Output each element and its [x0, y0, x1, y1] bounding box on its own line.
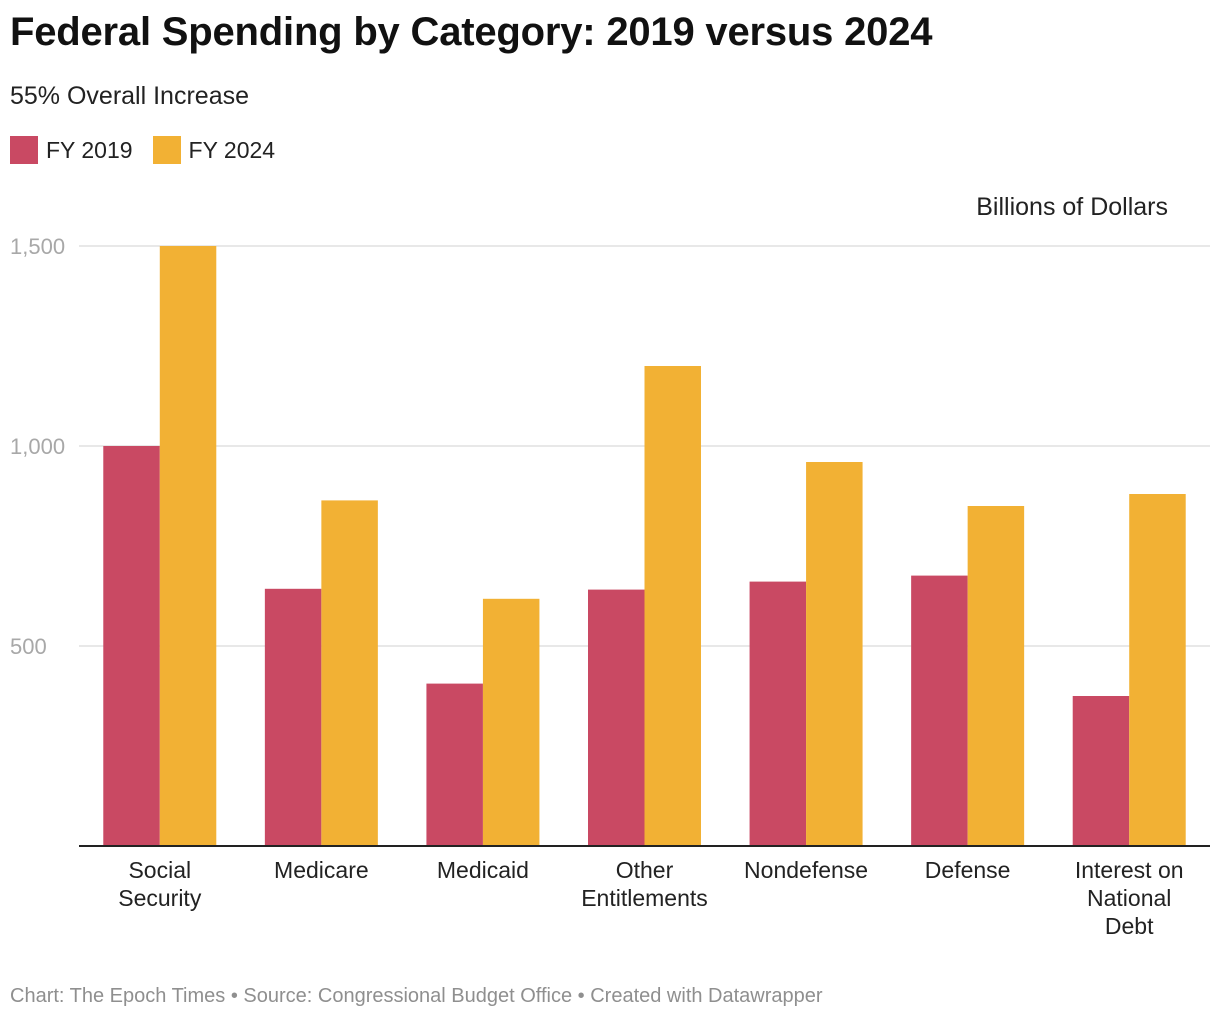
- x-category-label: Social Security: [118, 857, 202, 911]
- x-category-label-line: Medicare: [274, 857, 369, 883]
- x-category-label-line: Interest on: [1075, 857, 1184, 883]
- bar-fy-2019-1: [264, 588, 322, 846]
- bar-fy-2019-0: [103, 446, 160, 846]
- x-category-label: Other Entitlements: [581, 857, 708, 911]
- legend-label-fy2024: FY 2024: [188, 136, 276, 163]
- x-category-label-line: Security: [118, 885, 202, 911]
- x-category-label-line: Nondefense: [744, 857, 868, 883]
- bar-fy-2019-5: [911, 575, 968, 846]
- bar-fy-2024-0: [159, 246, 217, 846]
- bar-fy-2024-4: [806, 462, 863, 846]
- x-category-label: Defense: [925, 857, 1011, 883]
- chart-credit: Chart: The Epoch Times • Source: Congres…: [10, 985, 823, 1007]
- x-category-label-line: Debt: [1105, 913, 1154, 939]
- bar-fy-2024-3: [644, 366, 701, 846]
- x-category-label-line: Social: [128, 857, 191, 883]
- bar-fy-2024-5: [967, 506, 1025, 846]
- x-category-label: Interest on National Debt: [1075, 857, 1184, 939]
- x-category-label: Nondefense: [744, 857, 868, 883]
- bar-fy-2024-2: [482, 598, 540, 846]
- chart-subtitle: 55% Overall Increase: [10, 82, 250, 110]
- chart-title: Federal Spending by Category: 2019 versu…: [10, 10, 933, 54]
- bar-fy-2019-2: [426, 683, 483, 846]
- legend-swatch-fy2024: [152, 136, 181, 164]
- x-category-label-line: National: [1087, 885, 1171, 911]
- y-tick-label: 1,500: [10, 234, 65, 259]
- legend-item-fy2019: FY 2019: [10, 136, 133, 164]
- x-category-label: Medicare: [274, 857, 369, 883]
- x-category-label-line: Entitlements: [581, 885, 708, 911]
- bar-fy-2024-6: [1129, 494, 1186, 846]
- y-tick-label: 1,000: [10, 434, 65, 459]
- unit-label: Billions of Dollars: [976, 193, 1168, 221]
- bar-fy-2019-6: [1072, 696, 1130, 846]
- x-category-label: Medicaid: [437, 857, 529, 883]
- legend-label-fy2019: FY 2019: [46, 136, 133, 163]
- legend: FY 2019 FY 2024: [10, 136, 275, 164]
- y-tick-label: 500: [10, 634, 47, 659]
- bar-fy-2019-3: [588, 589, 645, 846]
- bar-fy-2019-4: [749, 581, 807, 846]
- x-category-label-line: Medicaid: [437, 857, 529, 883]
- legend-swatch-fy2019: [10, 136, 38, 164]
- legend-item-fy2024: FY 2024: [152, 136, 276, 164]
- x-category-label-line: Defense: [925, 857, 1011, 883]
- bar-fy-2024-1: [321, 500, 378, 846]
- x-category-label-line: Other: [616, 857, 674, 883]
